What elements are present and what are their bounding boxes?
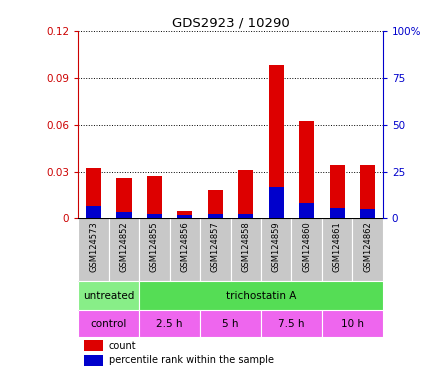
Bar [329, 207, 344, 218]
Bar [321, 310, 382, 338]
Bar [116, 212, 131, 218]
Text: GSM124855: GSM124855 [150, 222, 158, 272]
Bar [78, 281, 139, 310]
Bar [84, 341, 102, 351]
Bar [200, 310, 260, 338]
Bar [268, 187, 283, 218]
Bar [84, 354, 102, 366]
Text: GSM124859: GSM124859 [271, 222, 280, 272]
Bar [352, 218, 382, 281]
Bar [78, 310, 139, 338]
Bar [230, 218, 260, 281]
Bar [291, 218, 321, 281]
Bar [359, 165, 374, 218]
Bar [237, 214, 253, 218]
Bar [108, 218, 139, 281]
Text: GSM124573: GSM124573 [89, 222, 98, 272]
Bar [260, 310, 321, 338]
Text: percentile rank within the sample: percentile rank within the sample [108, 355, 273, 365]
Text: GSM124862: GSM124862 [362, 222, 371, 272]
Bar [177, 215, 192, 218]
Text: 7.5 h: 7.5 h [278, 319, 304, 329]
Bar [321, 218, 352, 281]
Text: 10 h: 10 h [340, 319, 363, 329]
Text: GSM124856: GSM124856 [180, 222, 189, 272]
Bar [298, 203, 313, 218]
Bar [237, 170, 253, 218]
Bar [329, 165, 344, 218]
Text: trichostatin A: trichostatin A [225, 291, 296, 301]
Text: GSM124857: GSM124857 [210, 222, 219, 272]
Bar [169, 218, 200, 281]
Bar [298, 121, 313, 218]
Bar [146, 214, 161, 218]
Text: 5 h: 5 h [222, 319, 238, 329]
Bar [139, 281, 382, 310]
Text: GSM124852: GSM124852 [119, 222, 128, 272]
Bar [207, 214, 222, 218]
Text: GSM124858: GSM124858 [241, 222, 250, 272]
Text: count: count [108, 341, 136, 351]
Text: GSM124860: GSM124860 [302, 222, 310, 272]
Text: GSM124861: GSM124861 [332, 222, 341, 272]
Text: control: control [90, 319, 127, 329]
Bar [139, 310, 200, 338]
Bar [139, 218, 169, 281]
Bar [260, 218, 291, 281]
Bar [268, 65, 283, 218]
Bar [146, 176, 161, 218]
Bar [177, 211, 192, 218]
Text: untreated: untreated [83, 291, 134, 301]
Bar [85, 206, 101, 218]
Text: 2.5 h: 2.5 h [156, 319, 182, 329]
Bar [207, 190, 222, 218]
Bar [116, 178, 131, 218]
Bar [359, 209, 374, 218]
Bar [78, 218, 108, 281]
Bar [200, 218, 230, 281]
Bar [85, 169, 101, 218]
Title: GDS2923 / 10290: GDS2923 / 10290 [171, 17, 289, 30]
